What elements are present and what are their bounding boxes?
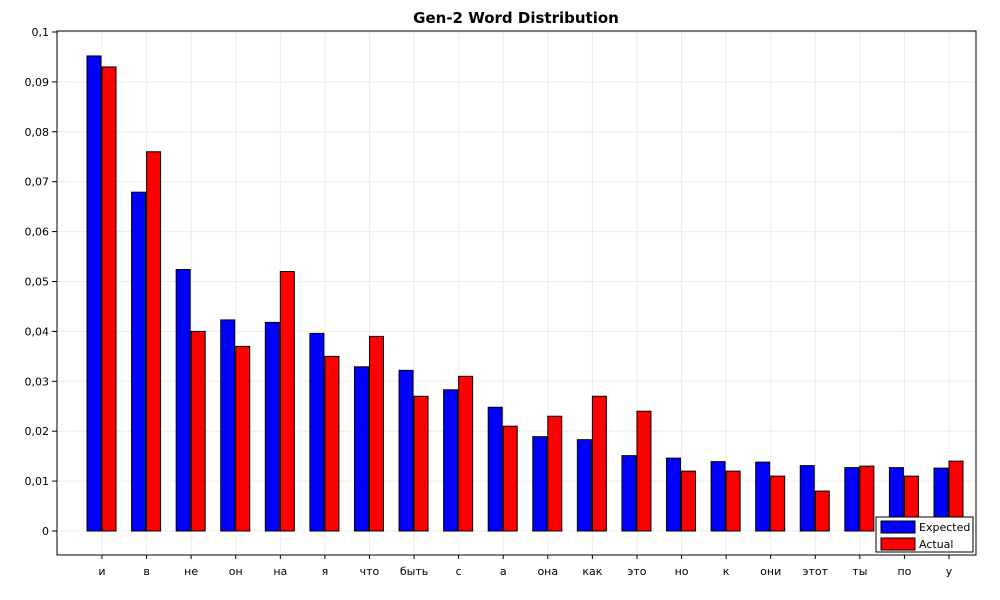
y-tick-label: 0,07 bbox=[25, 176, 50, 189]
x-tick-label: не bbox=[184, 565, 198, 578]
bar-expected bbox=[487, 406, 503, 532]
x-tick-label: но bbox=[675, 565, 689, 578]
x-tick-label: как bbox=[582, 565, 602, 578]
axes: 0 0,01 0,02 0,03 0,04 0,05 0,06 0,07 0,08 0,09 0,1… bbox=[25, 26, 953, 578]
y-tick-label: 0,01 bbox=[25, 475, 50, 488]
bar-expected bbox=[799, 465, 815, 532]
bar-expected bbox=[532, 436, 548, 532]
bar-actual bbox=[814, 490, 830, 532]
legend-swatch-expected bbox=[880, 520, 916, 534]
bar-expected bbox=[131, 191, 147, 532]
bar-expected bbox=[353, 366, 369, 532]
bar-actual bbox=[591, 395, 607, 532]
x-tick-label: ты bbox=[852, 565, 867, 578]
bar-expected bbox=[220, 319, 236, 532]
y-tick-label: 0 bbox=[42, 525, 49, 538]
x-tick-label: он bbox=[229, 565, 243, 578]
bar-expected bbox=[666, 457, 682, 532]
chart-title: Gen-2 Word Distribution bbox=[413, 9, 619, 27]
bar-expected bbox=[576, 439, 592, 532]
bar-expected bbox=[309, 332, 325, 532]
bar-actual bbox=[502, 425, 518, 532]
bar-actual bbox=[413, 395, 429, 532]
x-tick-label: а bbox=[500, 565, 507, 578]
bar-expected bbox=[755, 461, 771, 532]
bar-expected bbox=[844, 467, 860, 532]
plot-frame bbox=[56, 30, 977, 556]
bar-expected bbox=[264, 321, 280, 532]
y-tick-label: 0,08 bbox=[25, 126, 50, 139]
bar-expected bbox=[175, 269, 191, 532]
bar-expected bbox=[86, 55, 102, 532]
bar-actual bbox=[770, 475, 786, 532]
legend-swatch-actual bbox=[880, 537, 916, 551]
bar-actual bbox=[101, 66, 117, 532]
bar-actual bbox=[725, 470, 741, 532]
x-tick-label: к bbox=[723, 565, 730, 578]
x-tick-label: на bbox=[273, 565, 287, 578]
legend: Expected Actual bbox=[875, 516, 974, 553]
x-tick-label: они bbox=[760, 565, 781, 578]
x-tick-label: этот bbox=[802, 565, 828, 578]
bars bbox=[86, 55, 964, 532]
y-tick-label: 0,02 bbox=[25, 425, 50, 438]
bar-actual bbox=[859, 465, 875, 532]
y-tick-label: 0,09 bbox=[25, 76, 50, 89]
x-tick-label: быть bbox=[400, 565, 428, 578]
y-tick-label: 0,1 bbox=[32, 26, 50, 39]
y-tick-label: 0,04 bbox=[25, 325, 50, 338]
x-tick-label: я bbox=[322, 565, 329, 578]
x-tick-label: это bbox=[627, 565, 646, 578]
x-tick-label: в bbox=[143, 565, 149, 578]
x-tick-label: она bbox=[537, 565, 558, 578]
bar-actual bbox=[146, 151, 162, 532]
bar-expected bbox=[443, 389, 459, 532]
bar-actual bbox=[636, 410, 652, 532]
legend-label-actual: Actual bbox=[919, 538, 953, 551]
x-tick-label: с bbox=[456, 565, 462, 578]
x-tick-label: что bbox=[360, 565, 380, 578]
x-tick-label: и bbox=[98, 565, 105, 578]
bar-actual bbox=[547, 415, 563, 532]
bar-expected bbox=[621, 455, 637, 532]
y-tick-label: 0,06 bbox=[25, 226, 50, 239]
bar-actual bbox=[235, 345, 251, 532]
bar-actual bbox=[324, 355, 340, 532]
bar-actual bbox=[458, 375, 474, 532]
bar-actual bbox=[190, 330, 206, 532]
bar-expected bbox=[398, 369, 414, 532]
y-tick-label: 0,05 bbox=[25, 276, 50, 289]
x-tick-label: у bbox=[946, 565, 953, 578]
legend-label-expected: Expected bbox=[919, 521, 970, 534]
y-tick-label: 0,03 bbox=[25, 375, 50, 388]
bar-actual bbox=[279, 271, 295, 532]
bar-actual bbox=[681, 470, 697, 532]
x-tick-label: по bbox=[897, 565, 911, 578]
bar-actual bbox=[368, 335, 384, 532]
bar-expected bbox=[710, 461, 726, 532]
